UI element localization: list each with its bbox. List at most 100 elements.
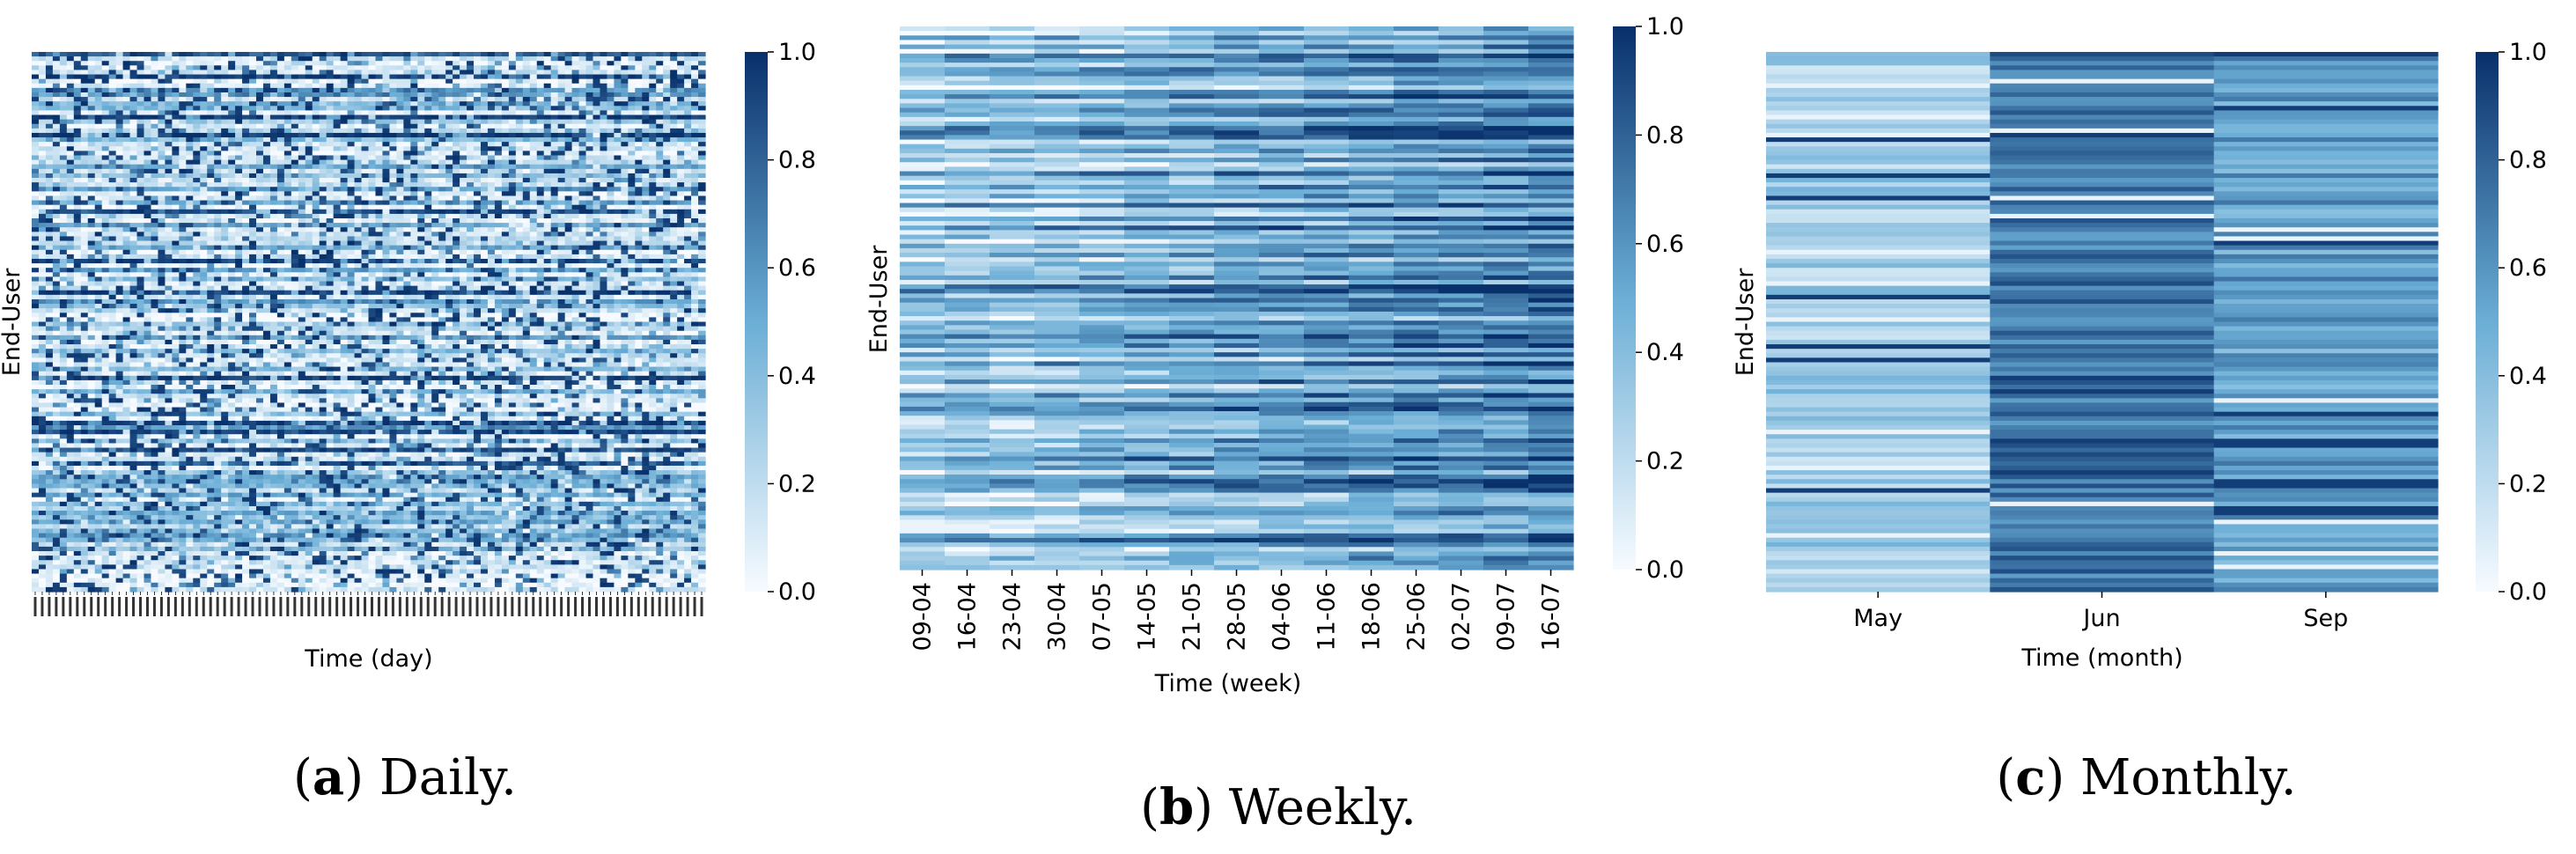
daily-cell — [94, 110, 103, 116]
daily-cell — [684, 249, 692, 255]
daily-cell — [481, 83, 489, 89]
daily-cell — [403, 74, 411, 80]
daily-cell — [564, 128, 573, 134]
daily-cell — [129, 137, 138, 143]
daily-cell — [557, 178, 566, 183]
daily-cell — [193, 61, 201, 66]
daily-cell — [73, 268, 82, 273]
daily-cell — [621, 223, 629, 228]
daily-cell — [670, 56, 678, 62]
daily-cell — [38, 245, 47, 251]
daily-cell — [214, 128, 222, 134]
daily-cell — [165, 173, 173, 179]
daily-cell — [249, 123, 257, 129]
daily-cell — [80, 151, 89, 157]
daily-cell — [522, 151, 531, 157]
daily-cell — [431, 56, 439, 62]
daily-cell — [698, 236, 706, 242]
daily-cell — [262, 173, 271, 179]
daily-cell — [333, 101, 342, 107]
daily-cell — [550, 114, 559, 121]
daily-cell — [186, 263, 194, 269]
daily-cell — [656, 263, 664, 269]
daily-cell — [151, 200, 159, 206]
daily-cell — [101, 61, 110, 66]
daily-cell — [186, 61, 194, 66]
daily-cell — [87, 123, 96, 129]
daily-cell — [635, 74, 643, 80]
daily-cell — [347, 240, 356, 247]
daily-cell — [136, 101, 145, 107]
daily-cell — [494, 276, 503, 283]
daily-cell — [59, 92, 68, 98]
daily-cell — [698, 213, 706, 219]
daily-cell — [628, 200, 636, 206]
daily-cell — [424, 254, 432, 260]
daily-cell — [382, 151, 391, 157]
daily-cell — [283, 106, 292, 112]
daily-cell — [578, 268, 587, 273]
daily-cell — [249, 272, 257, 278]
daily-cell — [52, 213, 61, 219]
daily-cell — [214, 52, 222, 57]
daily-cell — [698, 123, 706, 129]
daily-cell — [698, 65, 706, 71]
daily-cell — [242, 106, 250, 112]
daily-cell — [179, 191, 187, 197]
daily-cell — [543, 200, 552, 206]
daily-cell — [347, 114, 356, 121]
daily-cell — [87, 119, 96, 125]
daily-cell — [431, 65, 439, 71]
daily-cell — [129, 56, 138, 62]
daily-cell — [59, 159, 68, 166]
daily-cell — [543, 178, 552, 183]
daily-cell — [467, 87, 475, 93]
daily-cell — [656, 245, 664, 251]
daily-cell — [417, 142, 425, 147]
daily-cell — [656, 78, 664, 85]
daily-cell — [235, 240, 243, 247]
daily-cell — [607, 164, 615, 170]
daily-cell — [165, 268, 173, 273]
daily-cell — [424, 249, 432, 255]
daily-cell — [158, 191, 166, 197]
daily-cell — [319, 83, 328, 89]
daily-cell — [144, 101, 152, 107]
daily-cell — [564, 223, 573, 228]
daily-cell — [340, 106, 349, 112]
daily-cell — [368, 146, 377, 151]
daily-cell — [508, 56, 517, 62]
daily-cell — [578, 114, 587, 121]
daily-cell — [403, 70, 411, 76]
daily-cell — [122, 178, 131, 183]
daily-cell — [122, 137, 131, 143]
daily-cell — [564, 114, 573, 121]
daily-cell — [73, 83, 82, 89]
daily-cell — [66, 182, 75, 188]
daily-cell — [32, 97, 40, 102]
daily-cell — [312, 142, 320, 147]
daily-cell — [578, 173, 587, 179]
daily-cell — [424, 209, 432, 215]
daily-cell — [529, 97, 538, 102]
daily-cell — [269, 92, 278, 98]
daily-cell — [600, 254, 608, 260]
daily-cell — [403, 200, 411, 206]
daily-cell — [172, 142, 180, 147]
daily-cell — [165, 78, 173, 85]
daily-cell — [375, 168, 384, 174]
daily-cell — [186, 52, 194, 57]
daily-cell — [375, 164, 384, 170]
daily-cell — [94, 70, 103, 76]
daily-cell — [59, 65, 68, 71]
daily-cell — [656, 173, 664, 179]
daily-cell — [621, 61, 629, 66]
daily-cell — [494, 218, 503, 224]
daily-cell — [691, 258, 699, 264]
daily-cell — [536, 164, 545, 170]
daily-cell — [165, 213, 173, 219]
daily-cell — [66, 87, 75, 93]
daily-cell — [122, 92, 131, 98]
daily-cell — [326, 218, 335, 224]
daily-cell — [326, 114, 335, 121]
